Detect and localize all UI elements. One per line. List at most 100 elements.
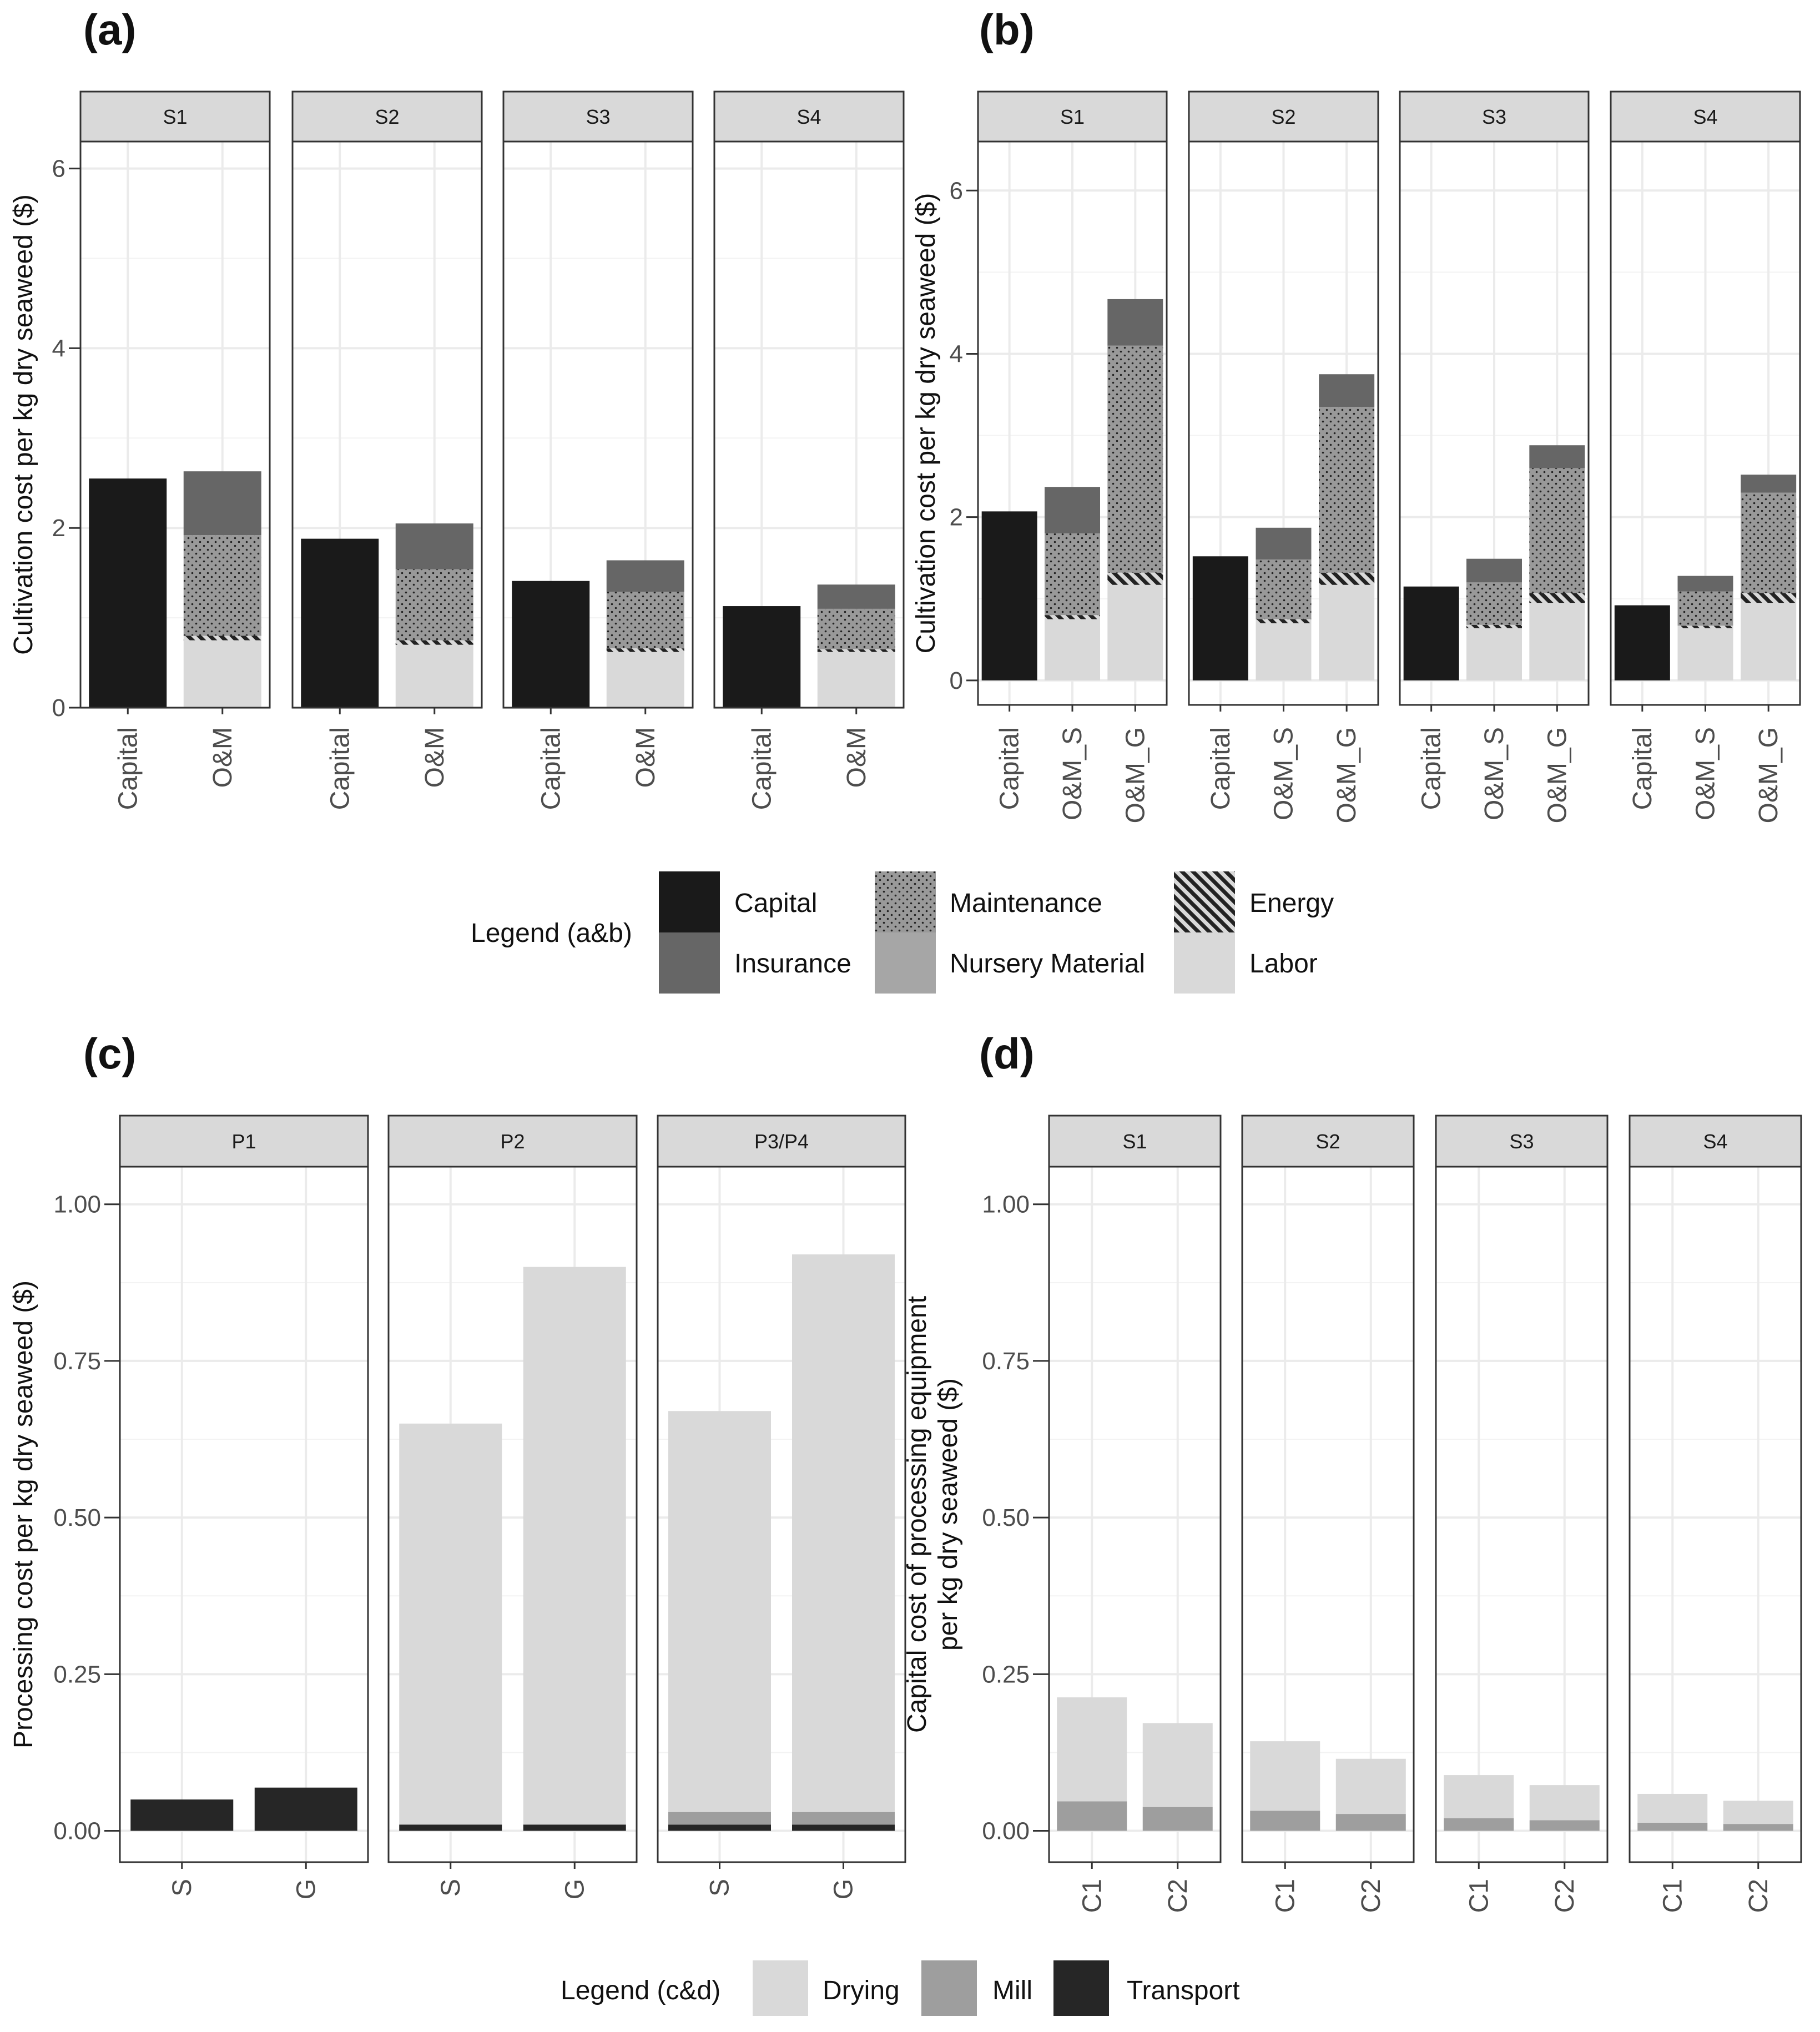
legend-cd: Legend (c&d) Drying Mill Transport <box>561 1960 1240 2016</box>
bar-segment-capital <box>512 581 590 708</box>
panel-d-y-tick-label: 0.25 <box>982 1661 1030 1688</box>
panel-a-y-tick-label: 4 <box>52 335 65 362</box>
facet-plot-area <box>120 1167 368 1862</box>
panel-a-y-tick-label: 0 <box>52 694 65 722</box>
panel-c-y-tick-label: 0.25 <box>53 1661 101 1688</box>
bar-segment-insurance <box>1529 445 1585 468</box>
facet-strip <box>1048 1115 1222 1168</box>
bar-segment-drying <box>792 1254 895 1812</box>
bar-segment-energy <box>395 640 473 645</box>
panel-b-facet-s2: S2 Capital O&M_S O&M_G <box>1188 90 1379 823</box>
facet-border <box>1241 1166 1415 1863</box>
bar-segment-mill <box>1250 1811 1320 1831</box>
bar-segment-drying <box>1529 1785 1600 1821</box>
x-tick-label: O&M_G <box>1542 727 1572 823</box>
bar-segment-energy <box>817 649 895 652</box>
panel-d-y-tick-label: 1.00 <box>982 1191 1030 1218</box>
bar-segment-drying <box>1723 1801 1793 1824</box>
bar-segment-drying <box>1335 1758 1406 1814</box>
bar-segment-energy <box>1107 572 1163 585</box>
x-tick-label: Capital <box>113 727 143 810</box>
facet-strip-label: S4 <box>1703 1130 1727 1153</box>
facet-strip-label: S3 <box>1482 105 1506 128</box>
facet-border <box>1188 140 1379 706</box>
x-tick-label: Capital <box>1628 727 1657 810</box>
bar-segment-mill <box>792 1812 895 1825</box>
bar-segment-labor <box>183 640 261 708</box>
bar-segment-maintenance <box>1741 492 1797 593</box>
bar-segment-capital <box>301 538 379 708</box>
x-tick-label: C1 <box>1464 1879 1494 1913</box>
legend-label-transport: Transport <box>1127 1976 1240 2005</box>
bar-segment-insurance <box>1466 558 1522 583</box>
facet-strip-label: S3 <box>586 105 610 128</box>
facet-strip <box>119 1115 369 1168</box>
x-tick-label: G <box>291 1879 321 1899</box>
x-tick-label: S <box>436 1879 466 1897</box>
facet-strip <box>1435 1115 1609 1168</box>
bar-segment-insurance <box>606 560 684 592</box>
x-tick-label: Capital <box>536 727 566 810</box>
x-tick-label: Capital <box>1417 727 1446 810</box>
panel-b-tag: (b) <box>979 5 1035 54</box>
facet-strip-label: S1 <box>1060 105 1085 128</box>
panel-d-y-tick-label: 0.00 <box>982 1818 1030 1845</box>
facet-strip-label: S4 <box>796 105 821 128</box>
bar-segment-mill <box>668 1812 771 1825</box>
panel-c-facet-p2: P2 S G <box>387 1115 638 1899</box>
panel-c-y-tick-label: 1.00 <box>53 1191 101 1218</box>
facet-strip-label: P3/P4 <box>754 1130 809 1153</box>
bar-segment-energy <box>183 636 261 641</box>
bar-segment-transport <box>523 1824 626 1831</box>
panel-a-tag: (a) <box>83 5 136 54</box>
bar-segment-drying <box>668 1411 771 1812</box>
bar-segment-mill <box>1529 1820 1600 1831</box>
panel-a-y-axis-title: Cultivation cost per kg dry seaweed ($) <box>9 194 38 655</box>
bar-segment-maintenance <box>1319 407 1375 573</box>
legend-label-mill: Mill <box>992 1976 1032 2005</box>
facet-strip <box>79 90 271 143</box>
bar-segment-energy <box>1256 619 1312 623</box>
facet-border <box>713 140 905 709</box>
panel-b-y-tick-label: 2 <box>950 504 963 531</box>
panel-d-y-tick-label: 0.75 <box>982 1348 1030 1375</box>
bar-segment-maintenance <box>1045 533 1100 616</box>
facet-plot-area <box>1436 1167 1607 1862</box>
facet-strip <box>713 90 905 143</box>
bar-segment-drying <box>1142 1723 1213 1807</box>
panel-d-y-axis-title: Capital cost of processing equipment <box>903 1296 932 1733</box>
bar-segment-labor <box>606 652 684 708</box>
legend-key-drying <box>753 1960 808 2016</box>
panel-d-facet-s3: S3 C1 C2 <box>1435 1115 1609 1913</box>
bar-segment-labor <box>1677 628 1733 680</box>
bar-segment-energy <box>1741 593 1797 603</box>
bar-segment-drying <box>523 1267 626 1825</box>
legend-key-mill <box>921 1960 977 2016</box>
legend-key-nursery-material <box>875 932 936 994</box>
bar-segment-insurance <box>1319 374 1375 407</box>
bar-segment-labor <box>1107 584 1163 680</box>
panel-c-facet-p3-p4: P3/P4 S G <box>657 1115 906 1899</box>
x-tick-label: O&M_G <box>1754 727 1783 823</box>
bar-segment-transport <box>668 1824 771 1831</box>
legend-label-maintenance: Maintenance <box>950 889 1102 918</box>
bar-segment-labor <box>1466 628 1522 680</box>
bar-segment-labor <box>1045 619 1100 680</box>
x-tick-label: O&M_G <box>1121 727 1150 823</box>
x-tick-label: O&M_S <box>1480 727 1509 820</box>
panel-d-facet-s1: S1 C1 C2 <box>1048 1115 1222 1913</box>
legend-key-labor <box>1174 932 1235 994</box>
panel-b-y-tick-label: 4 <box>950 340 963 367</box>
bar-segment-capital <box>723 606 801 708</box>
x-tick-label: C2 <box>1357 1879 1386 1913</box>
panel-c-y-axis-title: Processing cost per kg dry seaweed ($) <box>9 1280 38 1748</box>
panel-a-y-tick-label: 2 <box>52 515 65 542</box>
x-tick-label: G <box>560 1879 589 1899</box>
facet-strip-label: P1 <box>231 1130 256 1153</box>
facet-border <box>387 1166 638 1863</box>
bar-segment-drying <box>1637 1793 1708 1823</box>
x-tick-label: S <box>705 1879 735 1897</box>
bar-segment-energy <box>1466 624 1522 628</box>
panel-a-y-tick-label: 6 <box>52 155 65 183</box>
